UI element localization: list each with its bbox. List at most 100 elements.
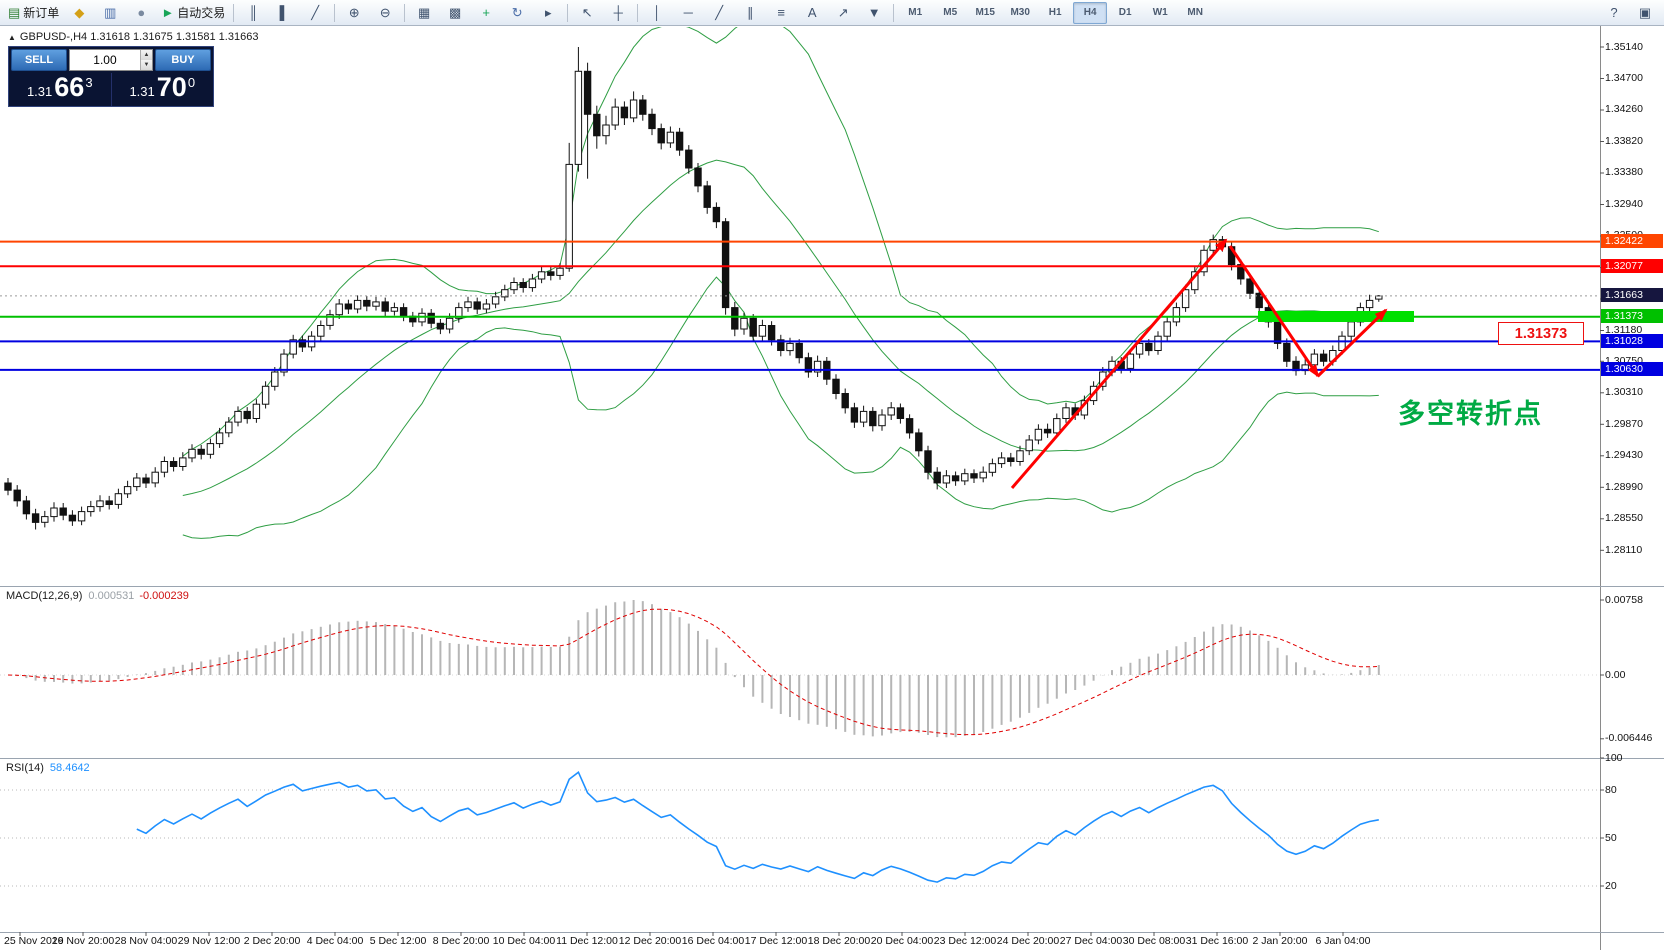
volume-increase-button[interactable]: ▲: [140, 50, 152, 60]
buy-price-display[interactable]: 1.31 70 0: [112, 73, 214, 106]
tf-mn-button[interactable]: MN: [1178, 2, 1212, 24]
line-chart-button[interactable]: ╱: [300, 2, 330, 24]
time-axis-label: 20 Dec 04:00: [870, 935, 934, 947]
macd-signal-value: -0.000239: [139, 590, 189, 602]
shapes-dropdown[interactable]: ▼: [859, 2, 889, 24]
price-axis-label: 1.31180: [1605, 323, 1643, 336]
cascade-windows-icon: ▩: [449, 5, 462, 20]
rsi-line: [136, 770, 1379, 883]
sell-price-display[interactable]: 1.31 66 3: [9, 73, 112, 106]
tf-h1-button[interactable]: H1: [1038, 2, 1072, 24]
trendline-button[interactable]: ╱: [704, 2, 734, 24]
buy-button[interactable]: BUY: [155, 49, 211, 71]
market-watch-button[interactable]: ▥: [95, 2, 125, 24]
price-axis-label: 1.30310: [1605, 386, 1643, 399]
candlestick-chart-icon: ▌: [279, 5, 289, 20]
tf-w1-button[interactable]: W1: [1143, 2, 1177, 24]
crosshair-icon: ┼: [613, 5, 623, 20]
vertical-line-button[interactable]: │: [642, 2, 672, 24]
fibonacci-icon: ≡: [777, 5, 785, 20]
volume-control: ▲ ▼: [69, 49, 153, 71]
volume-decrease-button[interactable]: ▼: [140, 60, 152, 70]
turning-point-annotation[interactable]: 多空转折点: [1398, 399, 1543, 429]
panel-splitter[interactable]: [0, 583, 1664, 588]
tf-d1-button-label: D1: [1118, 7, 1132, 18]
time-axis[interactable]: 25 Nov 2019 26 Nov 20:00 28 Nov 04:00 29 No…: [0, 933, 1600, 950]
cursor-button[interactable]: ↖: [572, 2, 602, 24]
cascade-windows-button[interactable]: ▩: [440, 2, 470, 24]
trend-arrow-object[interactable]: [1316, 308, 1388, 378]
navigator-button[interactable]: ●: [126, 2, 156, 24]
chart-shift-button[interactable]: ▸: [533, 2, 563, 24]
chart-plot-area[interactable]: [0, 26, 1600, 932]
trend-arrow-object[interactable]: [1228, 245, 1320, 378]
indicators-button[interactable]: ◆: [64, 2, 94, 24]
symbol-ohlc-text: GBPUSD-,H4 1.31618 1.31675 1.31581 1.316…: [19, 31, 259, 43]
time-axis-label: 4 Dec 04:00: [306, 935, 364, 947]
price-axis[interactable]: 1.35140 1.34700 1.34260 1.33820 1.33380 1.329…: [1601, 0, 1664, 950]
tf-m5-button-label: M5: [943, 7, 958, 18]
crosshair-button[interactable]: ┼: [603, 2, 633, 24]
candlestick-chart-button[interactable]: ▌: [269, 2, 299, 24]
tf-m5-button[interactable]: M5: [933, 2, 967, 24]
fibonacci-button[interactable]: ≡: [766, 2, 796, 24]
autotrading-button[interactable]: ► 自动交易: [157, 2, 229, 24]
volume-input[interactable]: [70, 50, 140, 70]
sell-button[interactable]: SELL: [11, 49, 67, 71]
profiles-button[interactable]: ↻: [502, 2, 532, 24]
help-button[interactable]: ?: [1599, 2, 1629, 24]
tf-m30-button[interactable]: M30: [1003, 2, 1037, 24]
panels-icon: ▣: [1638, 5, 1652, 20]
tile-windows-button[interactable]: ▦: [409, 2, 439, 24]
tf-m1-button-label: M1: [908, 7, 923, 18]
macd-axis-label: -0.006446: [1605, 732, 1653, 745]
current-price-tag: 1.31663: [1601, 288, 1663, 303]
trendline-icon: ╱: [715, 5, 724, 20]
channel-button[interactable]: ∥: [735, 2, 765, 24]
tf-m1-button[interactable]: M1: [898, 2, 932, 24]
macd-signal-line: [7, 608, 1379, 736]
horizontal-line-icon: ─: [683, 5, 693, 20]
time-axis-label: 2 Dec 20:00: [243, 935, 301, 947]
line-chart-icon: ╱: [311, 5, 320, 20]
volume-spinner: ▲ ▼: [139, 50, 152, 70]
toolbar-separator: [893, 3, 895, 22]
time-axis-label: 24 Dec 20:00: [996, 935, 1060, 947]
rsi-value: 58.4642: [49, 762, 90, 774]
chart-shift-icon: ▸: [544, 5, 552, 20]
tf-d1-button[interactable]: D1: [1108, 2, 1142, 24]
text-label-icon: A: [807, 5, 817, 20]
price-annotation-label[interactable]: 1.31373: [1498, 322, 1584, 345]
zoom-out-button[interactable]: ⊖: [370, 2, 400, 24]
zoom-in-button[interactable]: ⊕: [339, 2, 369, 24]
time-axis-label: 23 Dec 12:00: [933, 935, 997, 947]
rsi-axis-label: 20: [1605, 879, 1617, 892]
panels-button[interactable]: ▣: [1630, 2, 1660, 24]
hline-price-tag: 1.32422: [1601, 234, 1663, 249]
horizontal-line-button[interactable]: ─: [673, 2, 703, 24]
shapes-dropdown-icon: ▼: [867, 5, 881, 20]
new-order-button[interactable]: ▤ 新订单: [4, 2, 63, 24]
trend-arrow-object[interactable]: [1010, 238, 1228, 489]
price-axis-label: 1.33380: [1605, 166, 1643, 179]
time-axis-label: 12 Dec 20:00: [618, 935, 682, 947]
rsi-name: RSI(14): [6, 762, 44, 774]
time-axis-label: 28 Nov 04:00: [114, 935, 178, 947]
rsi-axis-label: 50: [1605, 831, 1617, 844]
time-axis-label: 31 Dec 16:00: [1185, 935, 1249, 947]
sell-price-big: 66: [54, 72, 85, 102]
panel-splitter[interactable]: [0, 755, 1664, 760]
tf-m15-button[interactable]: M15: [968, 2, 1002, 24]
price-axis-label: 1.35140: [1605, 40, 1643, 53]
arrow-objects-button[interactable]: ↗: [828, 2, 858, 24]
new-chart-button[interactable]: +: [471, 2, 501, 24]
bar-chart-button[interactable]: ║: [238, 2, 268, 24]
highlight-rectangle-object[interactable]: [1258, 311, 1414, 322]
hline-price-tag: 1.32077: [1601, 258, 1663, 273]
macd-panel-label: MACD(12,26,9) 0.000531 -0.000239: [6, 590, 189, 602]
text-label-button[interactable]: A: [797, 2, 827, 24]
zoom-out-icon: ⊖: [379, 5, 391, 20]
help-icon: ?: [1610, 5, 1618, 20]
tf-h4-button[interactable]: H4: [1073, 1, 1108, 24]
